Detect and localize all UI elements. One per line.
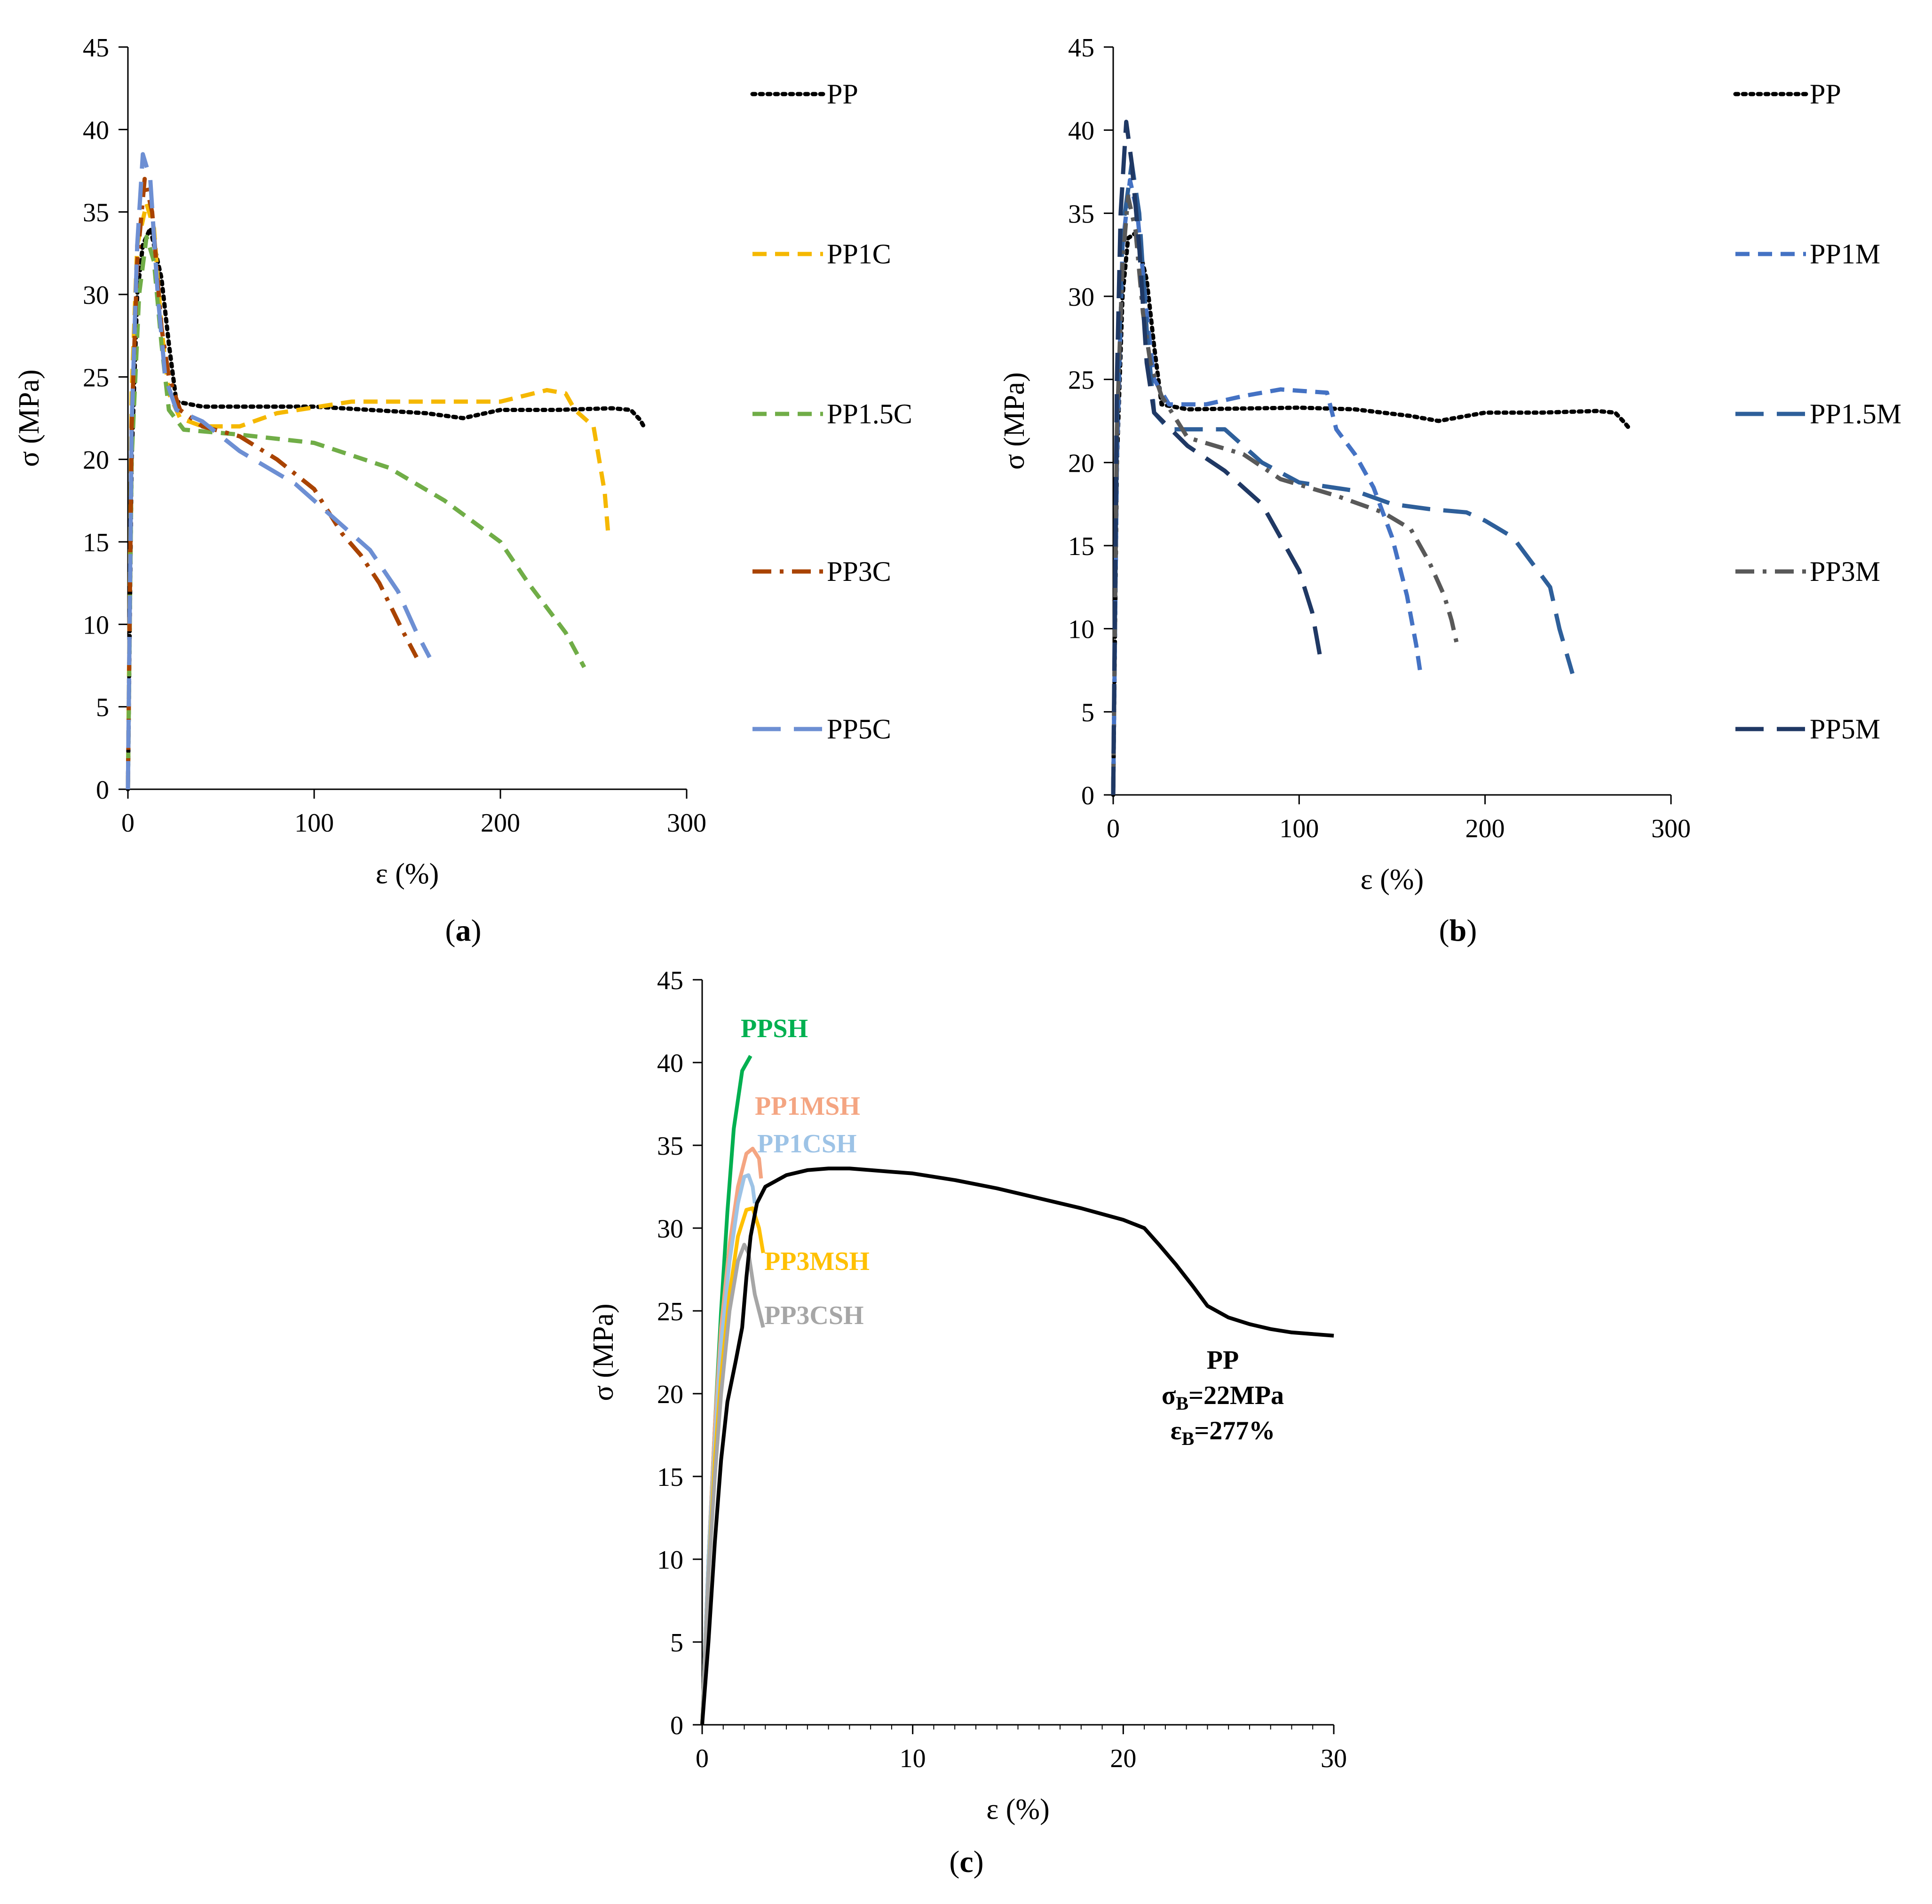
series-line-pp [1111, 231, 1632, 797]
y-tick-label: 40 [657, 1049, 683, 1078]
y-tick-label: 35 [657, 1132, 683, 1161]
y-tick-label: 30 [657, 1214, 683, 1244]
y-tick-label: 20 [83, 446, 109, 475]
x-axis-label: ε (%) [376, 858, 439, 890]
series-line-pp3csh [700, 1243, 765, 1725]
y-tick-label: 15 [657, 1463, 683, 1492]
x-tick-label: 0 [1107, 814, 1120, 843]
legend-label: PP3M [1810, 556, 1880, 587]
legend-label: PP3C [827, 556, 891, 587]
series-line-pp5m [1111, 119, 1324, 795]
panel-label: (c) [949, 1845, 983, 1879]
x-tick-label: 0 [696, 1744, 709, 1773]
y-tick-label: 0 [670, 1711, 683, 1740]
annotation-sigma: σB=22MPa [1162, 1381, 1284, 1414]
y-tick-label: 30 [83, 281, 109, 310]
series-line-pp5c [126, 152, 432, 790]
legend-label: PP1C [827, 238, 891, 270]
y-tick-label: 35 [83, 198, 109, 228]
y-tick-label: 10 [83, 611, 109, 640]
series-line-pp1m [1111, 178, 1422, 795]
y-tick-label: 30 [1068, 283, 1094, 312]
x-tick-label: 200 [481, 809, 520, 838]
y-tick-label: 25 [1068, 366, 1094, 395]
curve-label: PP1MSH [755, 1092, 860, 1121]
chart-panel-c: 0 5 10 15 20 25 30 35 40 45 0 10 20 30 ε (%) σ (MPa) PPS… [587, 966, 1347, 1879]
x-tick-label: 100 [294, 809, 334, 838]
y-tick-label: 5 [1081, 698, 1094, 727]
y-axis-label: σ (MPa) [587, 1303, 619, 1401]
curve-label: PP3MSH [764, 1247, 870, 1276]
legend-label: PP5M [1810, 714, 1880, 745]
annotation-epsilon: εB=277% [1171, 1416, 1275, 1449]
y-tick-label: 45 [83, 33, 109, 63]
y-tick-label: 35 [1068, 199, 1094, 229]
legend-label: PP1M [1810, 238, 1880, 270]
x-tick-label: 100 [1279, 814, 1319, 843]
x-tick-label: 200 [1465, 814, 1505, 843]
series-line-pp3m [1111, 194, 1459, 795]
y-tick-label: 20 [657, 1380, 683, 1409]
y-axis-label: σ (MPa) [13, 369, 45, 467]
y-tick-label: 10 [657, 1546, 683, 1575]
x-tick-label: 20 [1110, 1744, 1136, 1773]
y-tick-label: 0 [1081, 781, 1094, 810]
x-tick-label: 30 [1321, 1744, 1347, 1773]
y-tick-label: 0 [96, 776, 109, 805]
legend-label: PP [827, 79, 858, 110]
series-line-pp1c [126, 201, 611, 790]
panel-label: (a) [445, 913, 482, 948]
legend-label: PP1.5M [1810, 398, 1901, 429]
series-line-pp3c [126, 177, 419, 790]
chart-panel-b: 0 5 10 15 20 25 30 35 40 45 0 100 200 300 ε (%) σ (MPa)… [998, 33, 1901, 948]
legend-label: PP1.5C [827, 398, 912, 429]
y-tick-label: 25 [83, 363, 109, 392]
legend-label: PP5C [827, 714, 891, 745]
curve-label: PP3CSH [764, 1301, 864, 1330]
x-tick-label: 300 [1651, 814, 1691, 843]
y-tick-label: 25 [657, 1297, 683, 1326]
x-tick-label: 10 [900, 1744, 926, 1773]
y-tick-label: 40 [83, 116, 109, 145]
series-line-pp [126, 226, 646, 792]
curve-label: PP1CSH [757, 1129, 857, 1158]
y-tick-label: 15 [83, 528, 109, 557]
y-tick-label: 45 [657, 966, 683, 995]
y-axis-label: σ (MPa) [998, 372, 1030, 469]
y-tick-label: 5 [670, 1628, 683, 1658]
series-line-pp1-5c [126, 234, 586, 790]
y-tick-label: 20 [1068, 449, 1094, 478]
y-tick-label: 40 [1068, 117, 1094, 146]
x-tick-label: 0 [121, 809, 135, 838]
x-tick-label: 300 [667, 809, 706, 838]
curve-label: PPSH [741, 1014, 808, 1043]
panel-label: (b) [1439, 913, 1477, 948]
chart-panel-a: 0 5 10 15 20 25 30 35 40 45 0 100 200 300 ε (%) σ (MPa)… [13, 33, 912, 948]
x-axis-label: ε (%) [986, 1793, 1049, 1825]
series-line-pp [700, 1166, 1334, 1725]
y-tick-label: 15 [1068, 532, 1094, 561]
annotation-title: PP [1207, 1346, 1239, 1375]
y-tick-label: 45 [1068, 33, 1094, 63]
y-tick-label: 5 [96, 693, 109, 722]
x-axis-label: ε (%) [1361, 864, 1424, 896]
y-tick-label: 10 [1068, 615, 1094, 644]
series-line-pp1-5m [1111, 161, 1575, 795]
legend-label: PP [1810, 79, 1841, 110]
